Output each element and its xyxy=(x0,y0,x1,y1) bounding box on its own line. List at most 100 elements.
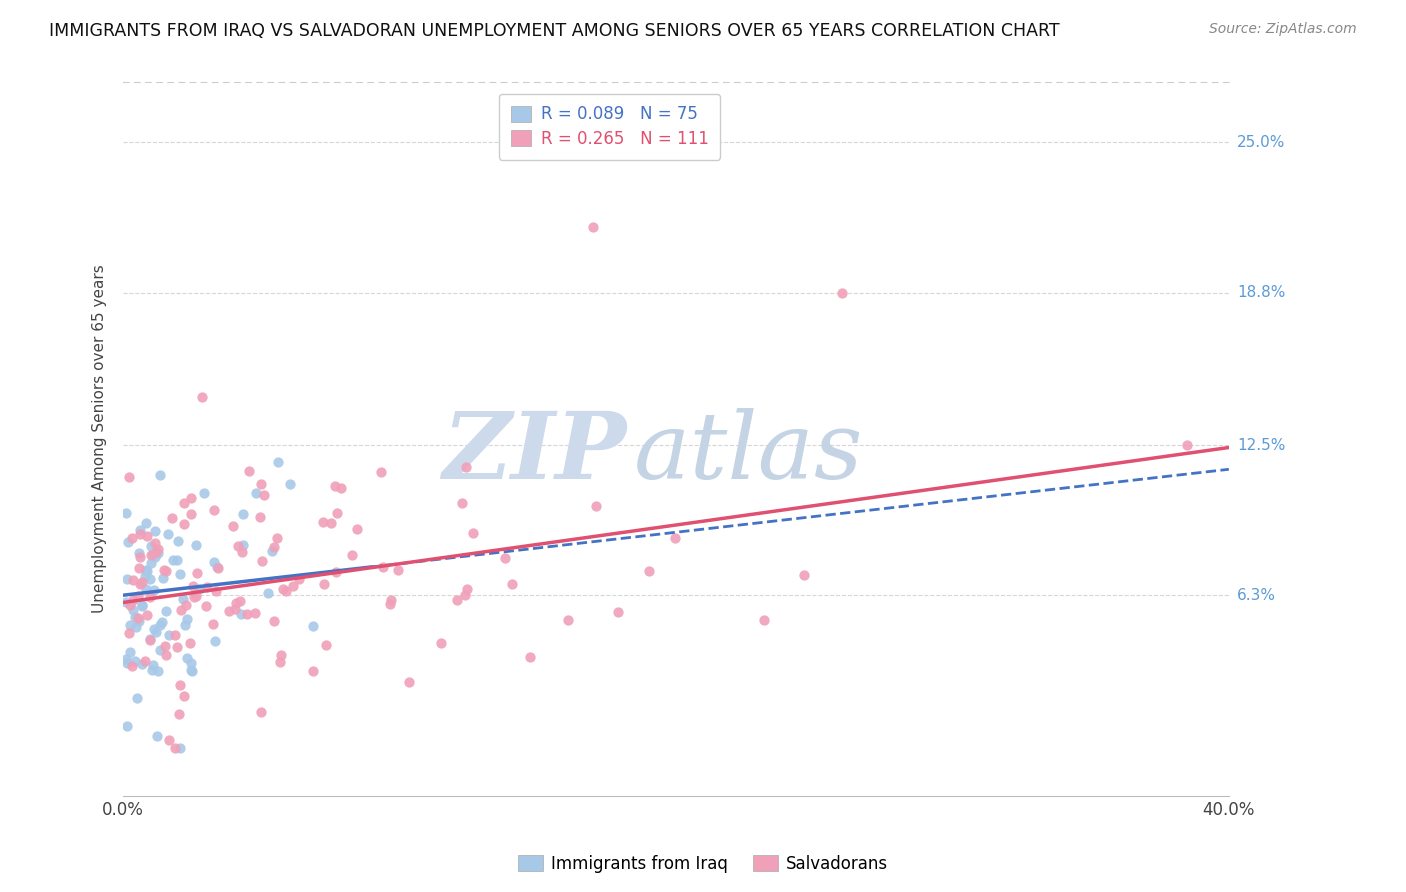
Point xyxy=(278,476,301,491)
Point xyxy=(180,663,202,677)
Point xyxy=(142,582,165,597)
Point xyxy=(262,543,284,558)
Text: 12.5%: 12.5% xyxy=(1237,438,1285,452)
Point xyxy=(456,460,478,475)
Point xyxy=(149,643,172,657)
Point xyxy=(184,589,207,603)
Point xyxy=(202,555,225,569)
Point xyxy=(136,607,159,622)
Legend: R = 0.089   N = 75, R = 0.265   N = 111: R = 0.089 N = 75, R = 0.265 N = 111 xyxy=(499,94,720,160)
Point xyxy=(263,541,285,555)
Point xyxy=(143,536,166,550)
Point xyxy=(118,470,141,484)
Point xyxy=(120,645,142,659)
Point xyxy=(325,506,347,520)
Point xyxy=(169,740,191,755)
Point xyxy=(451,496,474,510)
Point xyxy=(120,618,142,632)
Point xyxy=(122,592,145,607)
Point xyxy=(180,507,202,521)
Point xyxy=(193,486,215,500)
Point xyxy=(167,707,190,722)
Point xyxy=(752,613,775,627)
Point xyxy=(793,567,815,582)
Point xyxy=(380,597,402,611)
Point xyxy=(274,584,297,599)
Point xyxy=(231,607,253,621)
Point xyxy=(128,561,150,575)
Point xyxy=(582,220,605,235)
Point xyxy=(245,486,267,500)
Point xyxy=(166,553,188,567)
Point xyxy=(218,604,240,618)
Point xyxy=(146,546,169,560)
Point xyxy=(118,598,141,612)
Point xyxy=(136,564,159,578)
Point xyxy=(181,665,204,679)
Text: 18.8%: 18.8% xyxy=(1237,285,1285,300)
Point xyxy=(157,628,180,642)
Point xyxy=(183,591,205,605)
Point xyxy=(607,605,630,619)
Legend: Immigrants from Iraq, Salvadorans: Immigrants from Iraq, Salvadorans xyxy=(510,848,896,880)
Point xyxy=(129,527,152,541)
Point xyxy=(249,510,271,524)
Point xyxy=(195,599,218,613)
Point xyxy=(163,628,186,642)
Point xyxy=(224,601,246,615)
Point xyxy=(124,654,146,668)
Text: Source: ZipAtlas.com: Source: ZipAtlas.com xyxy=(1209,22,1357,37)
Point xyxy=(250,705,273,719)
Point xyxy=(115,506,138,520)
Point xyxy=(302,618,325,632)
Point xyxy=(155,605,177,619)
Point xyxy=(127,589,149,603)
Point xyxy=(139,572,162,586)
Point xyxy=(312,577,335,591)
Point xyxy=(228,594,250,608)
Point xyxy=(267,455,290,469)
Point xyxy=(176,651,198,665)
Point xyxy=(250,477,273,491)
Point xyxy=(387,563,409,577)
Point xyxy=(142,658,165,673)
Point xyxy=(129,577,152,591)
Point xyxy=(162,511,184,525)
Point xyxy=(143,622,166,636)
Point xyxy=(250,554,273,568)
Point xyxy=(231,545,253,559)
Point xyxy=(281,579,304,593)
Point xyxy=(183,579,205,593)
Point xyxy=(117,656,139,670)
Point xyxy=(340,549,363,563)
Point xyxy=(135,582,157,596)
Point xyxy=(319,516,342,531)
Point xyxy=(315,638,337,652)
Point xyxy=(226,539,249,553)
Point xyxy=(128,615,150,629)
Point xyxy=(152,563,174,577)
Point xyxy=(146,665,169,679)
Point xyxy=(187,582,209,597)
Point xyxy=(173,517,195,532)
Point xyxy=(131,575,153,590)
Point xyxy=(238,464,260,478)
Point xyxy=(271,582,294,596)
Point xyxy=(139,633,162,648)
Point xyxy=(149,618,172,632)
Point xyxy=(269,655,291,669)
Point xyxy=(263,614,285,628)
Point xyxy=(152,571,174,585)
Point xyxy=(139,549,162,563)
Point xyxy=(115,719,138,733)
Point xyxy=(270,648,292,662)
Point xyxy=(430,635,453,649)
Point xyxy=(637,564,659,578)
Point xyxy=(172,592,194,607)
Point xyxy=(232,538,254,552)
Point xyxy=(143,550,166,565)
Point xyxy=(201,617,224,632)
Point xyxy=(128,545,150,559)
Point xyxy=(118,626,141,640)
Point xyxy=(155,648,177,662)
